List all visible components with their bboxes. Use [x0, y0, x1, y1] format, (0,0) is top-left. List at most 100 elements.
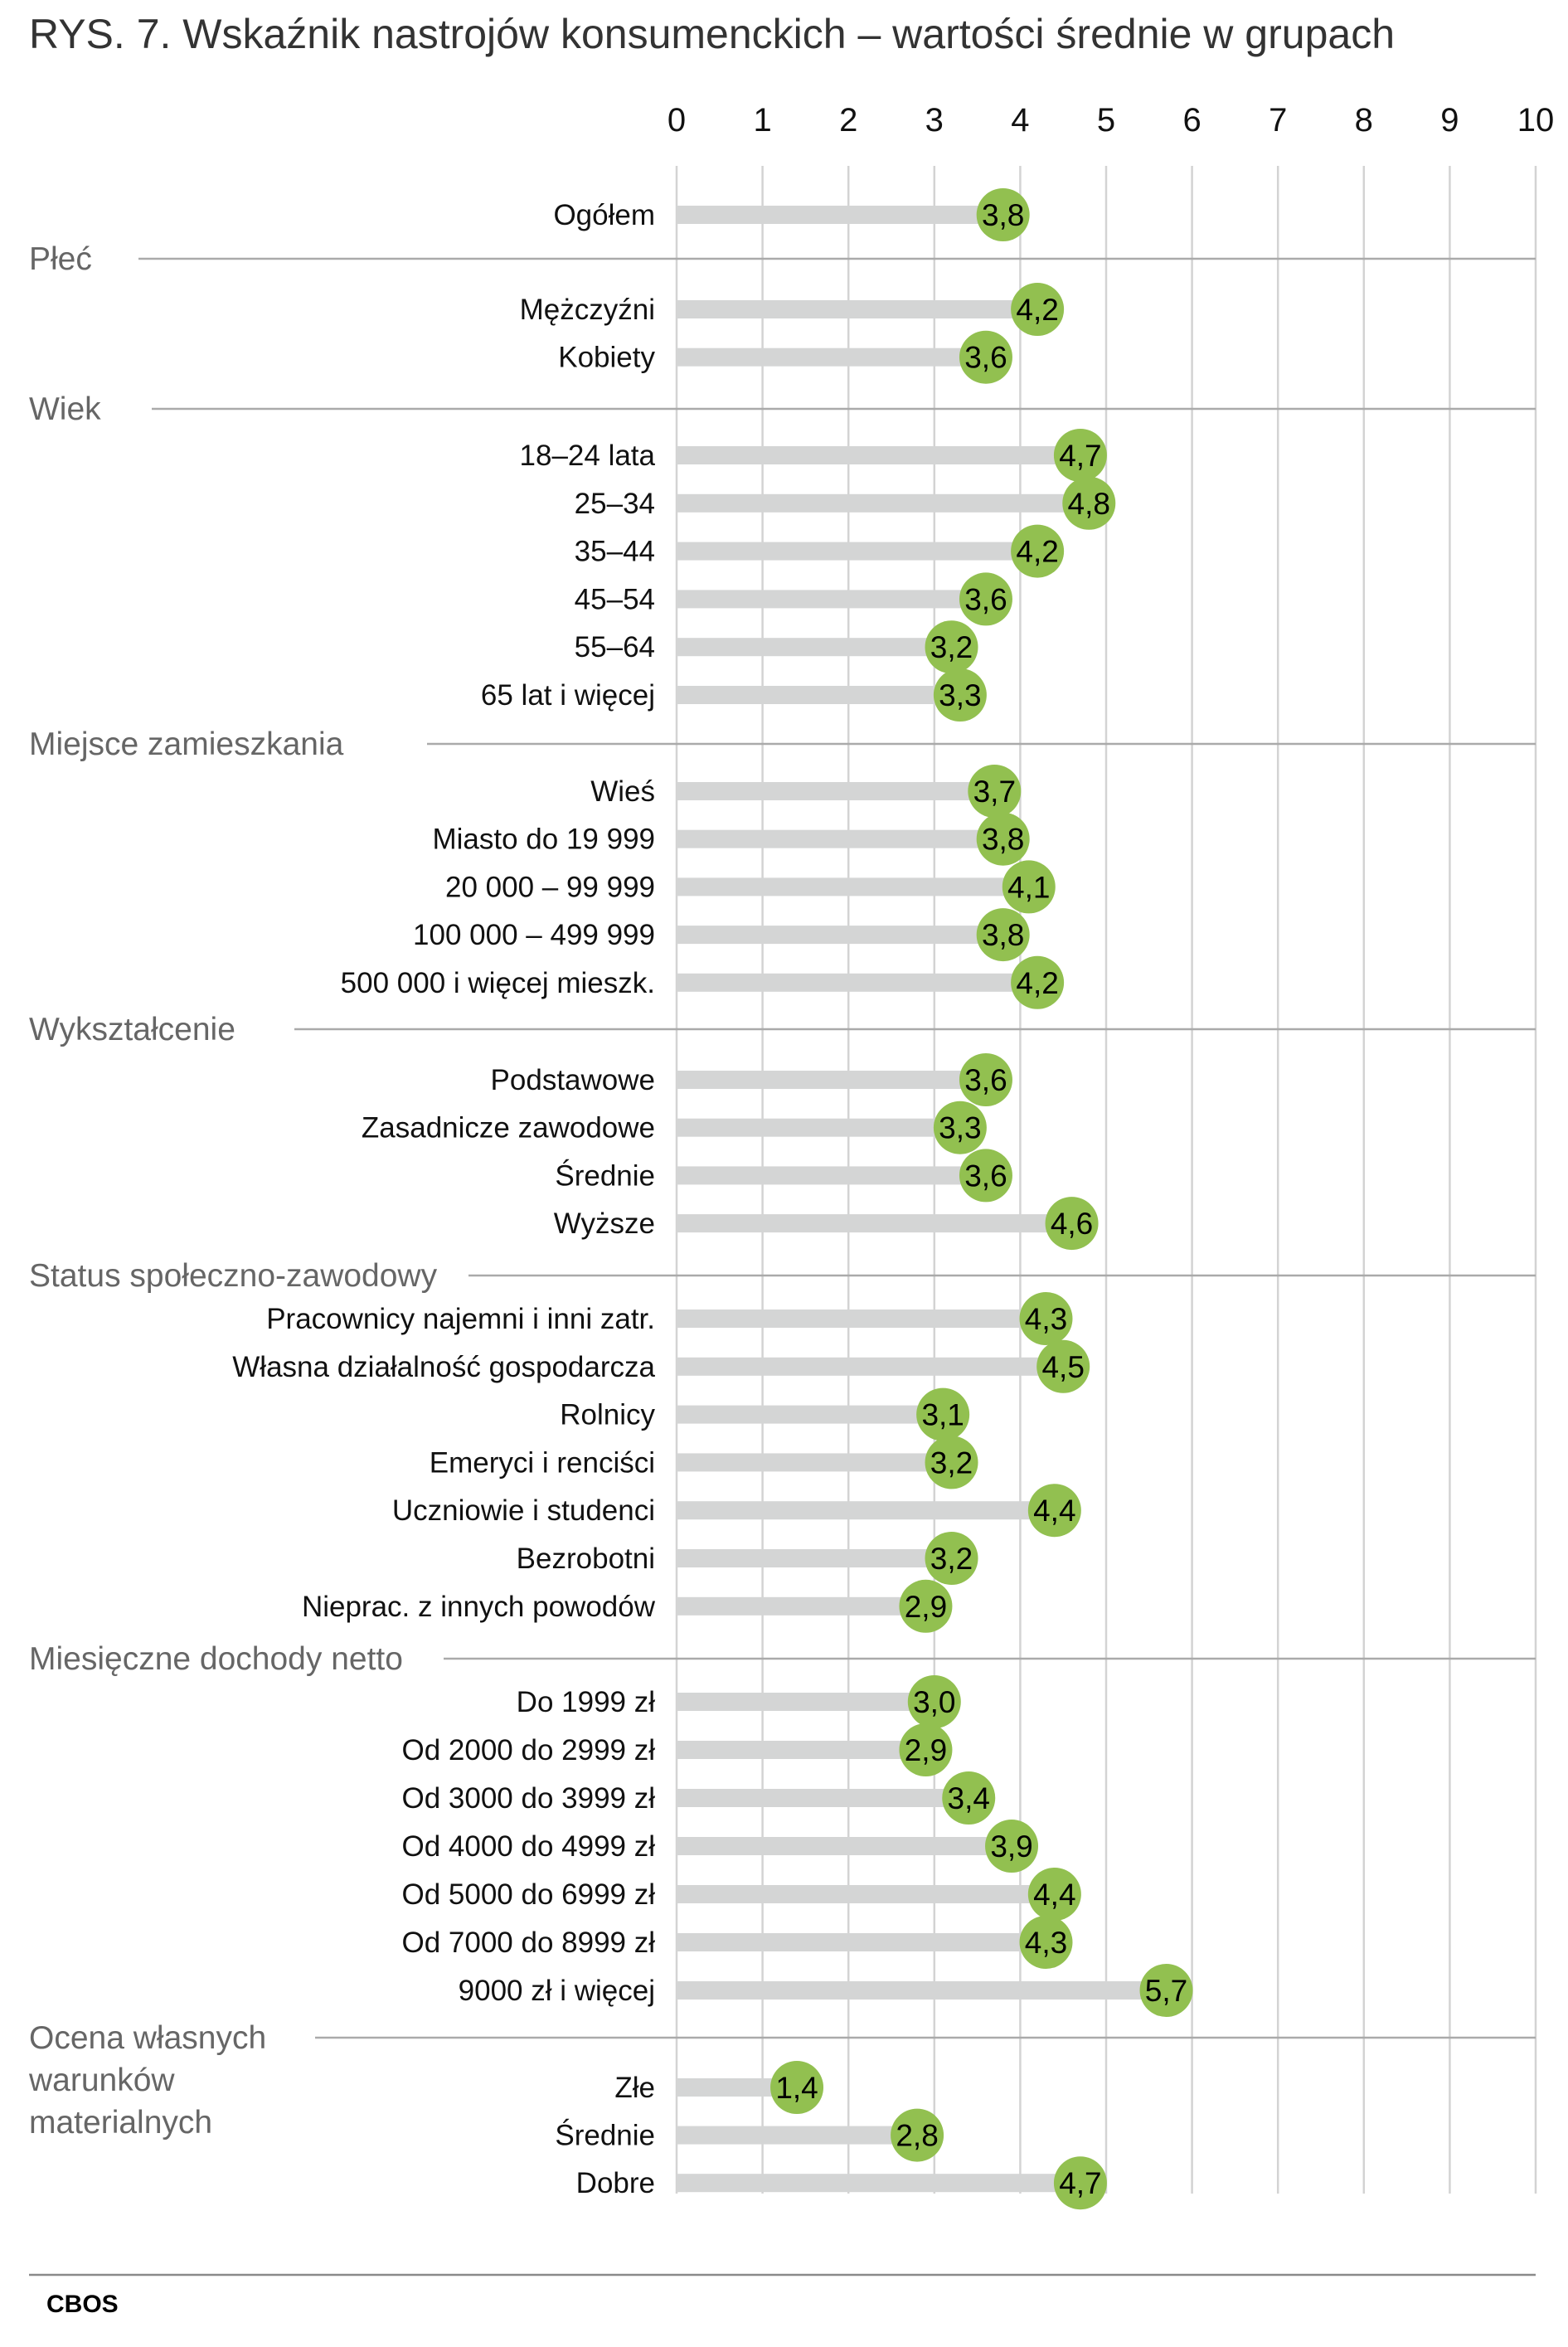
data-label: 3,6 [964, 341, 1007, 375]
bar [677, 829, 1003, 848]
category-label: Złe [614, 2072, 655, 2104]
category-label: Średnie [555, 1159, 655, 1192]
value-marker [907, 1675, 961, 1728]
category-label: Od 2000 do 2999 zł [401, 1734, 655, 1766]
group-label: Płeć [29, 241, 92, 277]
source-label: CBOS [46, 2291, 119, 2318]
category-label: Od 4000 do 4999 zł [401, 1830, 655, 1863]
category-label: Od 3000 do 3999 zł [401, 1782, 655, 1815]
value-marker [1019, 1916, 1073, 1969]
data-label: 2,9 [905, 1733, 947, 1767]
data-label: 4,7 [1059, 439, 1101, 473]
category-label: 25–34 [575, 488, 655, 520]
category-label: Od 5000 do 6999 zł [401, 1878, 655, 1911]
group-separators [138, 257, 1536, 2039]
bar [677, 300, 1038, 318]
bar [677, 1885, 1055, 1903]
data-label: 3,8 [982, 918, 1024, 952]
data-label: 4,4 [1033, 1494, 1075, 1528]
x-tick-label: 0 [667, 102, 686, 138]
bar [677, 1693, 934, 1711]
data-label: 1,4 [775, 2071, 818, 2105]
x-tick-label: 1 [753, 102, 771, 138]
bar [677, 1214, 1072, 1233]
category-label: Wieś [590, 775, 655, 808]
x-tick-label: 5 [1097, 102, 1115, 138]
value-marker [1011, 283, 1065, 336]
value-marker [1002, 860, 1056, 914]
bar [677, 2078, 798, 2097]
data-label: 4,1 [1007, 870, 1050, 904]
data-label: 3,6 [964, 1159, 1007, 1193]
data-label: 3,4 [948, 1781, 990, 1815]
category-label: Ogółem [553, 199, 655, 231]
group-label: Status społeczno-zawodowy [29, 1258, 438, 1294]
x-tick-label: 10 [1517, 102, 1555, 138]
bar [677, 347, 986, 367]
bar [677, 877, 1029, 897]
category-label: Własna działalność gospodarcza [232, 1351, 655, 1383]
category-label: Bezrobotni [517, 1543, 655, 1575]
bar [677, 1118, 960, 1137]
data-label: 4,3 [1025, 1926, 1067, 1960]
data-label: 4,2 [1016, 293, 1058, 327]
category-label: 500 000 i więcej mieszk. [341, 967, 655, 999]
bar [677, 590, 986, 609]
data-label: 3,6 [964, 582, 1007, 616]
value-marker [985, 1820, 1039, 1873]
value-marker [1036, 1339, 1090, 1393]
data-label: 4,6 [1051, 1207, 1093, 1241]
value-marker [925, 1436, 978, 1489]
category-label: Miasto do 19 999 [432, 824, 655, 856]
data-label: 3,6 [964, 1063, 1007, 1097]
x-tick-label: 9 [1440, 102, 1459, 138]
bar [677, 973, 1038, 992]
category-label: Emeryci i renciści [430, 1446, 655, 1479]
row-labels: Ogółem Płeć Mężczyźni Kobiety Wiek 18–24 lata… [28, 199, 656, 2199]
data-label: 4,2 [1016, 966, 1058, 1000]
bar [677, 1453, 952, 1472]
bar [677, 446, 1080, 464]
data-label: 3,2 [930, 1542, 973, 1576]
value-marker [770, 2061, 824, 2114]
bar [677, 1310, 1046, 1328]
data-label: 4,3 [1025, 1302, 1067, 1336]
value-marker [1053, 429, 1107, 482]
bar [677, 1357, 1064, 1376]
value-marker [976, 812, 1030, 866]
bar [677, 1933, 1046, 1951]
value-marker [1045, 1197, 1099, 1251]
data-label: 3,2 [930, 630, 973, 664]
value-marker [942, 1771, 996, 1825]
data-label: 4,8 [1068, 487, 1110, 521]
bar [677, 206, 1003, 224]
value-marker [976, 188, 1030, 241]
data-label: 4,2 [1016, 535, 1058, 569]
bar [677, 2174, 1080, 2193]
bar [677, 686, 960, 704]
category-label: 65 lat i więcej [481, 679, 655, 712]
x-tick-label: 4 [1011, 102, 1029, 138]
data-label: 4,4 [1033, 1878, 1075, 1912]
bar [677, 638, 952, 657]
group-label: Wykształcenie [29, 1012, 235, 1047]
group-label: Wiek [29, 391, 101, 427]
bar [677, 1789, 969, 1807]
data-label: 3,1 [921, 1398, 964, 1432]
bar [677, 1166, 986, 1185]
value-marker [925, 1532, 978, 1585]
bar [677, 542, 1038, 561]
value-marker [891, 2108, 944, 2162]
category-label: 100 000 – 499 999 [413, 919, 655, 951]
x-tick-label: 3 [925, 102, 944, 138]
x-tick-label: 8 [1355, 102, 1373, 138]
bar [677, 1549, 952, 1567]
category-label: Rolnicy [560, 1399, 655, 1431]
category-label: Uczniowie i studenci [392, 1494, 655, 1527]
value-marker [1011, 524, 1065, 578]
data-label: 4,7 [1059, 2166, 1101, 2200]
data-label: 3,2 [930, 1446, 973, 1480]
category-label: 55–64 [575, 631, 655, 663]
value-marker [933, 668, 987, 722]
x-tick-label: 2 [839, 102, 857, 138]
